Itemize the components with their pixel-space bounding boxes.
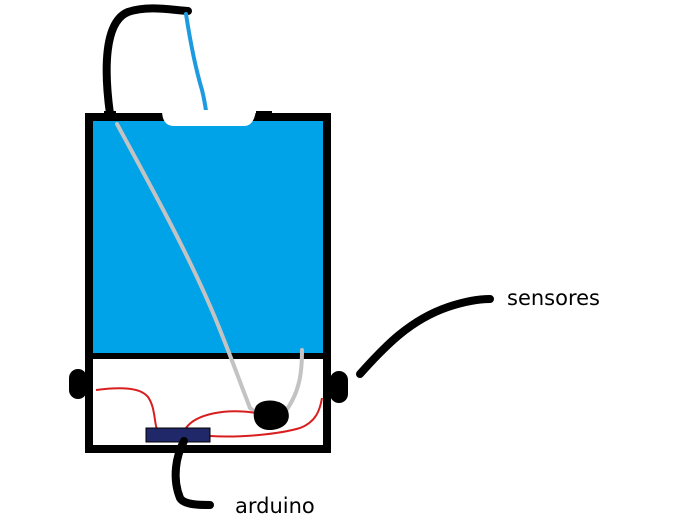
red-wire-middle <box>185 410 257 429</box>
top-knob-left <box>104 111 116 118</box>
blue-wire <box>184 12 209 120</box>
arduino-pointer <box>171 437 214 509</box>
wheel-left <box>69 369 87 399</box>
black-hose-wire <box>102 4 192 118</box>
top-knob-right <box>256 111 272 118</box>
water-fill <box>93 121 323 355</box>
red-wire-right <box>209 397 323 438</box>
arduino-board <box>145 427 211 443</box>
arduino-label: arduino <box>235 494 315 518</box>
gray-sensor-wire-long <box>115 122 260 416</box>
lid-opening <box>162 110 256 126</box>
sensores-pointer <box>356 295 494 378</box>
sensor-module <box>253 400 289 431</box>
red-wire-left <box>95 387 158 431</box>
wheel-right <box>330 371 348 403</box>
sensores-label: sensores <box>507 286 600 310</box>
gray-sensor-wire-short <box>283 348 304 414</box>
